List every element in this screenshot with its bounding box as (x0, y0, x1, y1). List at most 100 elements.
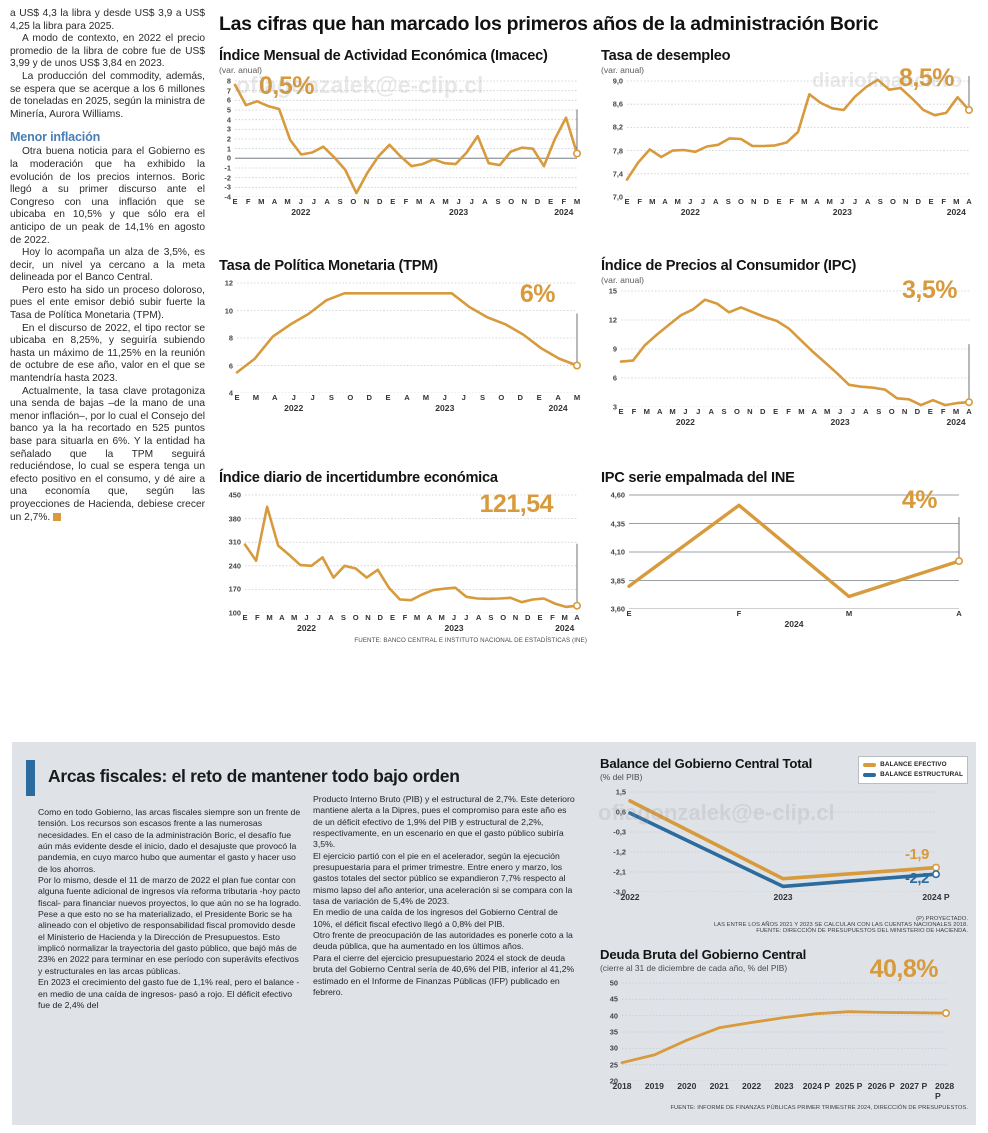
chart-highlight-value: 0,5% (259, 72, 314, 100)
panel-paragraph: En 2023 el crecimiento del gasto fue de … (38, 977, 300, 1010)
x-tick-month: D (517, 393, 524, 402)
chart-svg (627, 494, 963, 609)
x-tick-month: F (402, 613, 408, 622)
series-end-label: -2,2 (905, 870, 929, 887)
x-tick-month: E (536, 393, 542, 402)
x-tick-category: 2018 (612, 1081, 632, 1091)
y-axis-tick: 4 (226, 115, 231, 125)
x-tick-month: M (284, 197, 291, 206)
chart-plot-area: -4 -3 -2 -1 0 1 2 3 4 5 6 7 8 E F M A M J J A S O N D E F M A M J J A S O N… (219, 75, 587, 221)
x-tick-month: M (643, 407, 650, 416)
x-tick-month: F (736, 609, 742, 618)
x-tick-category: 2027 P (899, 1081, 928, 1091)
x-tick-month: S (495, 197, 501, 206)
article-paragraph: En el discurso de 2022, el tipo rector s… (10, 322, 205, 385)
x-tick-month: S (876, 407, 882, 416)
chart-plot-area: 3,60 3,85 4,10 4,35 4,60 E F M A 2024 (601, 487, 979, 633)
x-tick-month: A (279, 613, 285, 622)
x-tick-month: J (298, 197, 303, 206)
article-paragraph: Otra buena noticia para el Gobierno es l… (10, 146, 205, 246)
x-tick-month: M (953, 197, 960, 206)
x-tick-month: E (390, 613, 396, 622)
x-tick-month: A (324, 197, 330, 206)
x-tick-month: J (311, 197, 317, 206)
y-axis-tick: -3,0 (613, 887, 626, 897)
x-tick-category: 2024 P (802, 1081, 831, 1091)
y-axis-tick: 3 (226, 124, 231, 134)
x-tick-category: 2022 (620, 892, 640, 902)
chart-unemployment: Tasa de desempleo (var. anual) 7,0 7,4 7,8… (601, 48, 979, 221)
chart-title: Índice de Precios al Consumidor (IPC) (601, 258, 857, 274)
x-tick-month: M (442, 197, 449, 206)
chart-title: Tasa de Política Monetaria (TPM) (219, 258, 438, 274)
x-tick-month: N (902, 197, 909, 206)
x-tick-month: M (669, 407, 676, 416)
x-tick-month: J (304, 613, 309, 622)
legend-swatch-estructural (863, 772, 877, 777)
chart-plot-area: 3 6 9 12 15 E F M A M J J A S O N D E F M A M J J A S O N D E F M A 2022 2… (601, 285, 979, 431)
y-axis-tick: 12 (224, 278, 233, 288)
y-axis-tick: -0,3 (613, 827, 626, 837)
legend-label: BALANCE EFECTIVO (880, 761, 947, 768)
y-axis-tick: 6 (228, 361, 233, 370)
x-tick-month: O (738, 197, 744, 206)
x-tick-month: E (390, 197, 396, 206)
x-tick-month: A (708, 407, 714, 416)
x-tick-month: A (475, 613, 482, 622)
x-tick-month: F (941, 197, 947, 206)
y-axis-tick: 100 (228, 608, 241, 618)
x-axis-labels: 2018 2019 2020 2021 2022 2023 2024 P 2025 P 2026… (600, 1081, 968, 1103)
x-axis-labels: E F M A M J J A S O N D E F M A M J J A S O N D E F M 2022 2023 2024 (219, 197, 587, 219)
x-axis-labels: E F M A M J J A S O N D E F M A M J J A S O N D E F M A 2022 2023 2024 (601, 407, 979, 429)
x-tick-month: M (291, 613, 298, 622)
x-tick-month: O (347, 393, 354, 402)
y-axis-tick: 6 (612, 373, 617, 383)
x-tick-month: J (850, 407, 856, 416)
y-axis-tick: 8 (226, 76, 231, 86)
y-axis-tick: -1 (224, 163, 231, 173)
x-tick-month: M (561, 613, 568, 622)
x-tick-year: 2023 (444, 623, 464, 633)
chart-subtitle: (cierre al 31 de diciembre de cada año, … (600, 963, 788, 973)
x-tick-month: N (363, 197, 370, 206)
x-tick-month: E (548, 197, 554, 206)
x-tick-month: E (537, 613, 543, 622)
y-axis-tick: 0,6 (615, 807, 626, 817)
y-axis-tick: 450 (228, 490, 241, 500)
x-tick-month: J (310, 393, 315, 402)
x-tick-month: O (508, 197, 515, 206)
x-tick-month: J (469, 197, 474, 206)
chart-plot-area: 100 170 240 310 380 450 E F M A M J J A S O N D E F M A M J J A S O… (219, 487, 587, 637)
x-tick-month: N (750, 197, 757, 206)
y-axis-tick: 45 (609, 994, 618, 1004)
x-tick-month: M (573, 393, 581, 402)
x-tick-month: J (442, 393, 447, 402)
x-tick-category: 2020 (677, 1081, 697, 1091)
y-axis-tick: 50 (609, 978, 618, 988)
x-tick-month: N (521, 197, 528, 206)
chart-highlight-value: 8,5% (899, 64, 954, 92)
chart-highlight-value: 6% (519, 280, 556, 308)
y-axis-tick: 8,2 (612, 122, 623, 132)
x-tick-month: A (662, 197, 668, 206)
y-axis-tick: -2 (224, 173, 231, 183)
x-tick-month: M (826, 197, 833, 206)
x-tick-month: A (811, 407, 818, 416)
article-subheading: Menor inflación (10, 130, 101, 145)
chart-svg (619, 290, 973, 407)
x-tick-month: S (340, 613, 346, 622)
chart-note: (P) PROYECTADO. (916, 916, 968, 922)
x-tick-month: J (316, 613, 321, 622)
chart-plot-area: -3,0 -2,1 -1,2 -0,3 0,6 1,5 2022 2023 2024 P (600, 782, 968, 916)
article-paragraph: a US$ 4,3 la libra y desde US$ 3,9 a US$… (10, 8, 205, 32)
x-tick-month: M (674, 197, 681, 206)
x-tick-month: A (426, 613, 433, 622)
x-tick-month: J (688, 197, 693, 206)
panel-title: Arcas fiscales: el reto de mantener todo… (48, 766, 460, 786)
chart-svg (243, 494, 581, 613)
x-tick-month: A (864, 197, 871, 206)
end-mark-icon (53, 512, 62, 521)
y-axis-tick: 3 (612, 402, 617, 412)
x-tick-month: M (649, 197, 656, 206)
y-axis-tick: 9,0 (612, 76, 623, 86)
